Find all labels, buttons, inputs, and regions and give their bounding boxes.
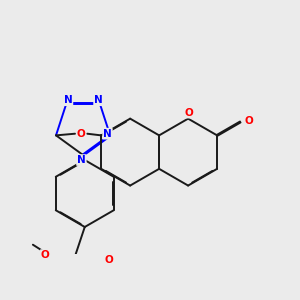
Text: O: O: [244, 116, 253, 126]
Text: O: O: [77, 129, 85, 139]
Text: N: N: [94, 95, 103, 105]
Text: O: O: [184, 108, 193, 118]
Text: N: N: [103, 129, 112, 139]
Text: O: O: [41, 250, 50, 260]
Text: N: N: [77, 155, 86, 165]
Text: N: N: [64, 95, 72, 105]
Text: O: O: [104, 255, 113, 265]
